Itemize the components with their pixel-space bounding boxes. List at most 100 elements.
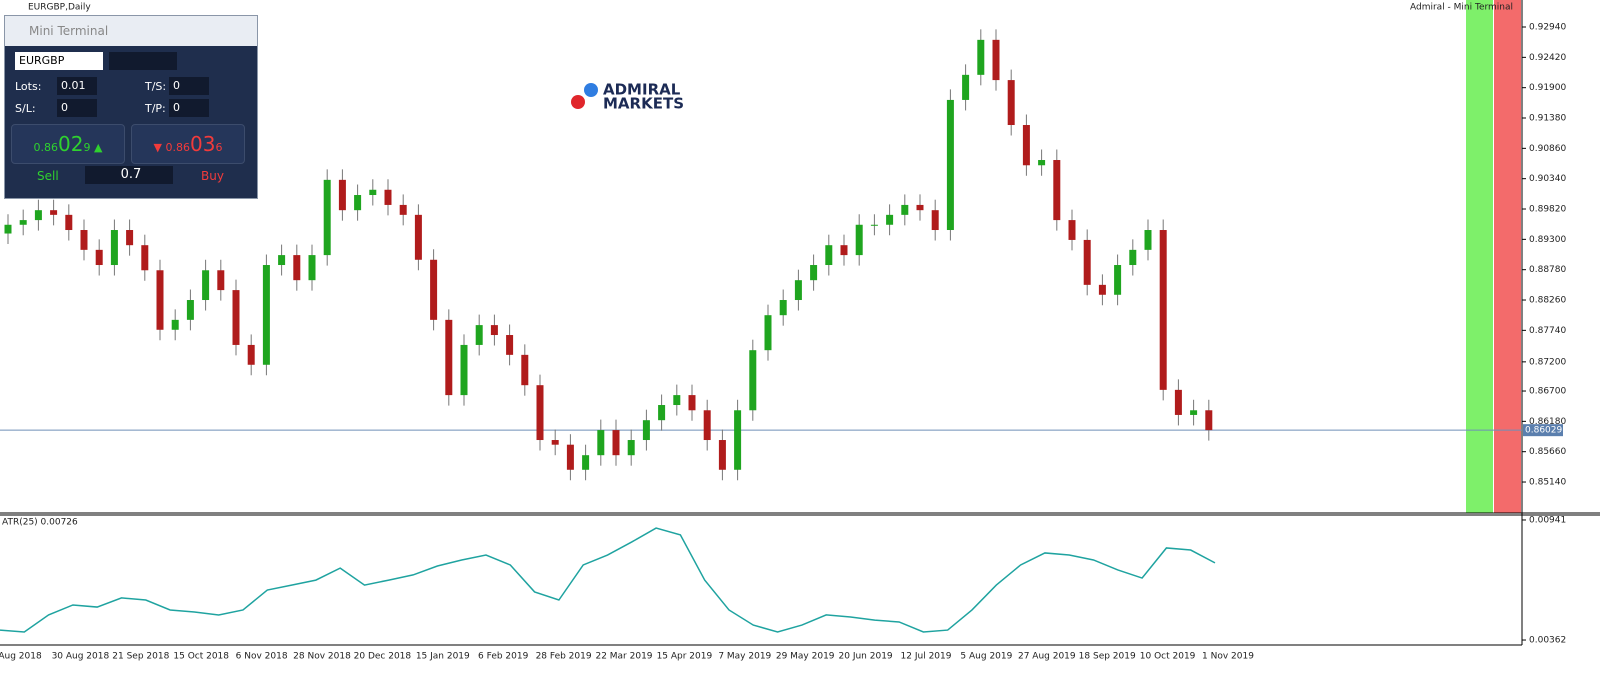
sl-input[interactable]: 0	[57, 99, 97, 117]
candle-body	[1083, 239, 1091, 285]
x-tick-label: 22 Mar 2019	[595, 652, 652, 662]
lots-input[interactable]: 0.01	[57, 77, 97, 95]
candle-body	[262, 265, 270, 365]
candle-body	[1159, 230, 1167, 390]
spread: 0.7	[85, 166, 173, 184]
price-part: 0.86	[165, 141, 191, 154]
y-tick-label: 0.86700	[1529, 387, 1566, 397]
candle-body	[794, 280, 802, 301]
x-tick-label: 15 Oct 2018	[173, 652, 229, 662]
candle-body	[141, 245, 149, 271]
candle-body	[901, 204, 909, 215]
candle-body	[1144, 230, 1152, 250]
candle-body	[369, 189, 377, 196]
y-tick-label: 0.90860	[1529, 144, 1566, 154]
candle-body	[1190, 410, 1198, 415]
candle-body	[475, 325, 483, 345]
candle-body	[110, 230, 118, 266]
buy-button[interactable]: Buy	[201, 169, 224, 183]
candle-body	[1114, 265, 1122, 295]
candle-body	[642, 420, 650, 441]
candle-body	[946, 99, 954, 231]
candle-body	[597, 430, 605, 456]
logo-dot	[584, 83, 598, 97]
candle-body	[855, 224, 863, 256]
candle-body	[582, 455, 590, 470]
atr-line	[0, 527, 1216, 633]
y-tick-label: 0.89300	[1529, 235, 1566, 245]
y-tick-label: 0.92940	[1529, 23, 1566, 33]
candle-body	[95, 249, 103, 266]
candle-body	[399, 204, 407, 215]
price-part: 0.86	[33, 141, 59, 154]
sell-button[interactable]: Sell	[37, 169, 59, 183]
candle-body	[566, 444, 574, 470]
candle-body	[4, 224, 12, 234]
candle-body	[1038, 160, 1046, 166]
green-band	[1466, 0, 1493, 513]
label: T/S:	[145, 80, 167, 93]
candle-body	[551, 440, 559, 445]
candle-body	[673, 395, 681, 406]
candle-body	[1129, 249, 1137, 266]
candle-body	[34, 210, 42, 221]
price-part: 6	[215, 141, 223, 154]
candle-body	[627, 440, 635, 456]
y-tick-label: 0.90340	[1529, 174, 1566, 184]
candle-body	[19, 220, 27, 225]
candle-body	[384, 189, 392, 205]
price-part: 03	[190, 132, 216, 156]
candle-body	[50, 210, 58, 215]
x-tick-label: 29 May 2019	[776, 652, 835, 662]
candle-body	[171, 319, 179, 330]
x-tick-label: 6 Feb 2019	[478, 652, 529, 662]
candle-body	[80, 230, 88, 250]
candle-body	[1174, 389, 1182, 415]
candle-body	[992, 39, 1000, 81]
candle-body	[323, 179, 331, 256]
current-price-label: 0.86029	[1525, 426, 1562, 436]
symbol-field[interactable]	[109, 52, 177, 70]
candle-body	[612, 430, 620, 456]
candle-body	[977, 39, 985, 75]
price-part: 02	[58, 132, 84, 156]
y-tick-label: 0.86180	[1529, 417, 1566, 427]
x-tick-label: 15 Jan 2019	[416, 652, 470, 662]
candle-body	[186, 300, 194, 320]
ts-input[interactable]: 0	[169, 77, 209, 95]
candle-body	[1205, 410, 1213, 431]
y2-tick-label: 0.00362	[1529, 636, 1566, 646]
y-tick-label: 0.88260	[1529, 296, 1566, 306]
candle-body	[521, 354, 529, 386]
y-tick-label: 0.91900	[1529, 83, 1566, 93]
tp-input[interactable]: 0	[169, 99, 209, 117]
x-tick-label: 28 Feb 2019	[536, 652, 592, 662]
candle-body	[278, 255, 286, 266]
candle-body	[217, 270, 225, 291]
candle-body	[764, 315, 772, 351]
logo-text: MARKETS	[603, 95, 684, 113]
candle-body	[658, 405, 666, 421]
sell-price[interactable]: 0.86029 ▲	[11, 124, 125, 164]
candle-body	[354, 195, 362, 211]
x-tick-label: 18 Sep 2019	[1079, 652, 1136, 662]
candle-body	[931, 210, 939, 231]
logo-text: ADMIRAL	[603, 81, 681, 99]
candle-body	[232, 290, 240, 345]
title-bar: Mini Terminal	[5, 16, 257, 46]
corner-label: Admiral - Mini Terminal	[1410, 3, 1513, 13]
candle-body	[247, 344, 255, 365]
x-tick-label: 28 Nov 2018	[293, 652, 351, 662]
candle-body	[293, 255, 301, 281]
y2-tick-label: 0.00941	[1529, 515, 1566, 525]
candle-body	[430, 259, 438, 320]
candle-body	[1068, 220, 1076, 240]
x-tick-label: 27 Aug 2019	[1018, 652, 1076, 662]
x-tick-label: 1 Nov 2019	[1202, 652, 1254, 662]
label: T/P:	[145, 102, 166, 115]
symbol-select[interactable]: EURGBP	[15, 52, 103, 70]
y-tick-label: 0.88780	[1529, 265, 1566, 275]
buy-price[interactable]: ▼ 0.86036	[131, 124, 245, 164]
x-tick-label: 15 Apr 2019	[657, 652, 713, 662]
